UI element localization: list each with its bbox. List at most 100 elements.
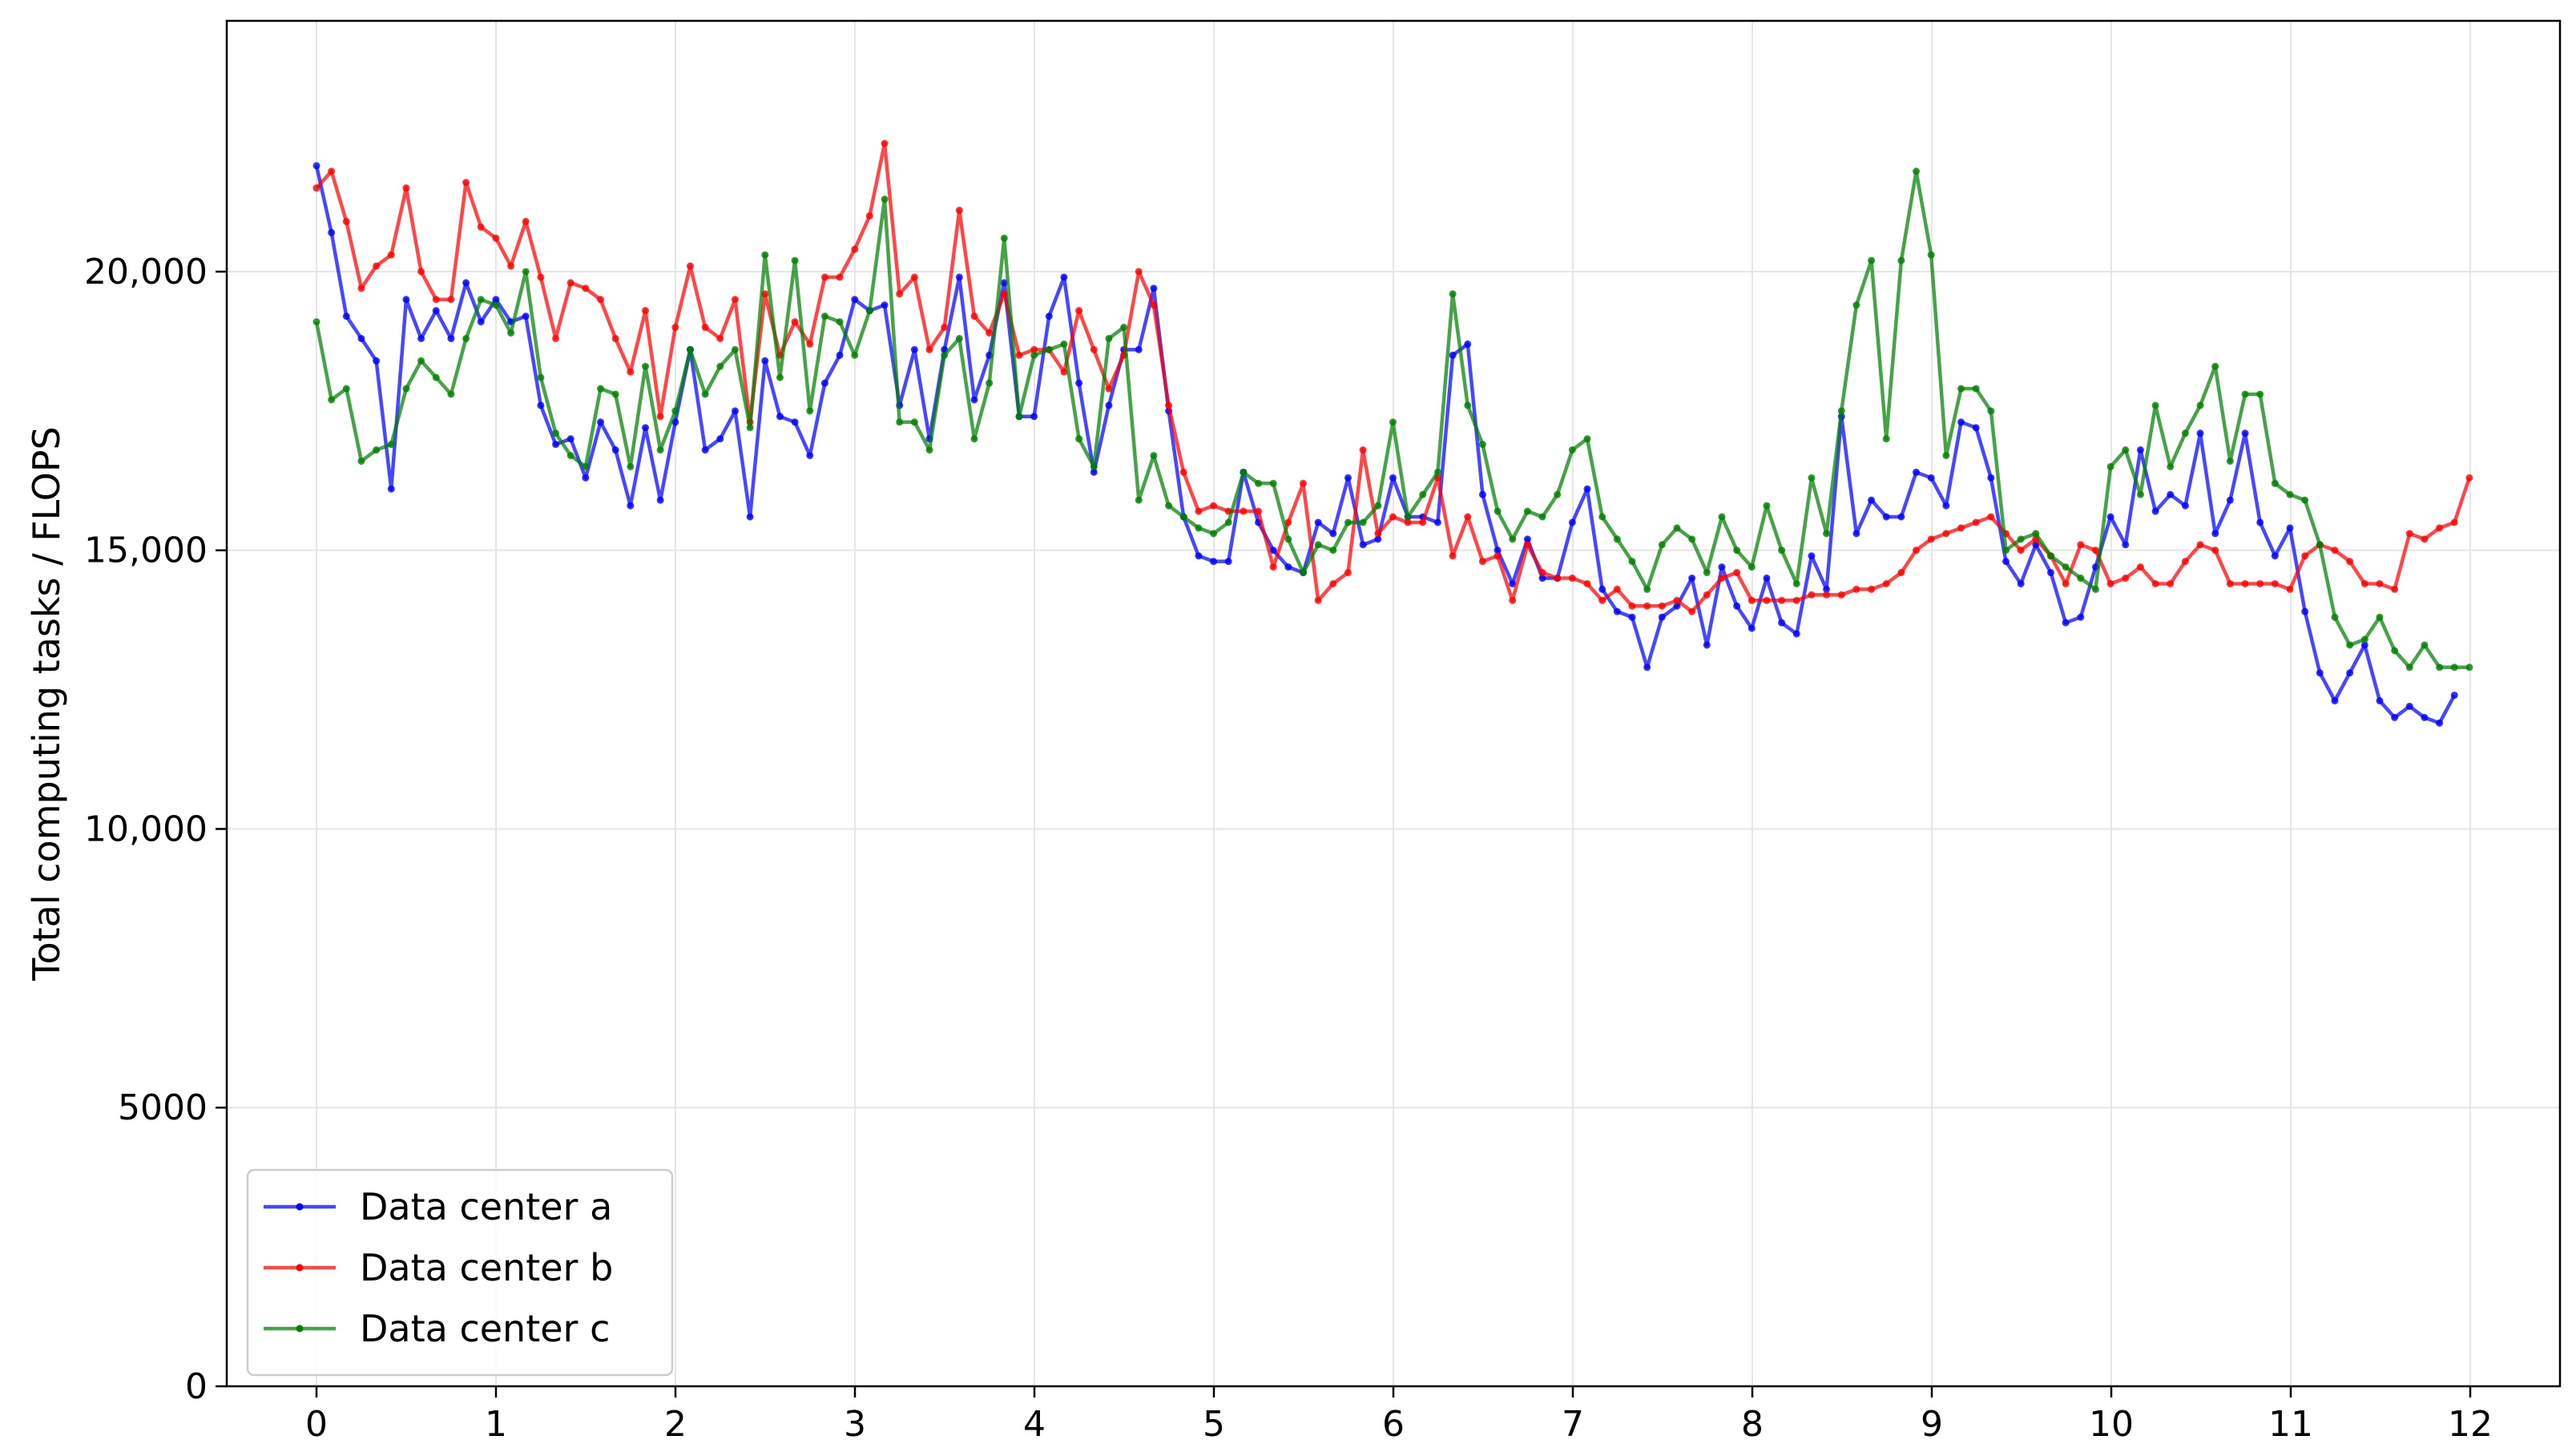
data-point: [1090, 462, 1098, 470]
data-point: [986, 329, 994, 337]
data-point: [2346, 641, 2354, 649]
data-point: [2077, 541, 2085, 549]
data-point: [2077, 613, 2085, 621]
data-point: [1030, 345, 1038, 353]
data-point: [2346, 669, 2354, 677]
data-point: [1150, 451, 1158, 459]
data-point: [432, 373, 440, 381]
data-point: [671, 324, 679, 332]
data-point: [1195, 507, 1203, 515]
data-point: [671, 407, 679, 415]
data-point: [2181, 502, 2189, 510]
data-point: [447, 390, 455, 398]
data-point: [1329, 547, 1337, 555]
data-point: [851, 245, 859, 253]
data-point: [1314, 596, 1322, 604]
data-point: [402, 184, 410, 192]
data-point: [881, 301, 889, 309]
data-point: [1150, 284, 1158, 292]
data-point: [1733, 569, 1741, 577]
data-point: [462, 334, 470, 342]
data-point: [2436, 524, 2444, 532]
data-point: [1673, 524, 1681, 532]
data-point: [1090, 345, 1098, 353]
data-point: [1090, 468, 1098, 476]
data-point: [2226, 457, 2234, 465]
data-point: [1269, 563, 1277, 571]
data-point: [1389, 474, 1397, 482]
data-point: [611, 334, 619, 342]
data-point: [2196, 541, 2204, 549]
data-point: [1628, 558, 1636, 566]
data-point: [746, 424, 754, 432]
data-point: [1852, 530, 1860, 538]
data-point: [1718, 575, 1726, 583]
data-point: [1464, 513, 1472, 521]
data-point: [2181, 430, 2189, 438]
data-point: [1808, 591, 1816, 599]
data-point: [1284, 518, 1292, 526]
data-point: [1957, 385, 1965, 393]
data-point: [2091, 585, 2099, 593]
data-point: [627, 368, 635, 376]
x-tick-label: 7: [1562, 1404, 1584, 1445]
data-point: [1598, 596, 1606, 604]
data-point: [357, 284, 365, 292]
data-point: [1210, 530, 1218, 538]
y-axis-ticks: 0 5000 10,000 15,000 20,000: [84, 252, 227, 1407]
data-point: [492, 234, 500, 242]
data-point: [731, 296, 739, 304]
data-point: [2002, 558, 2010, 566]
data-point: [2346, 558, 2354, 566]
data-point: [642, 424, 650, 432]
data-point: [1913, 468, 1921, 476]
data-point: [2421, 641, 2429, 649]
x-tick-label: 12: [2448, 1404, 2493, 1445]
data-point: [492, 301, 500, 309]
data-point: [806, 340, 814, 348]
data-point: [2196, 401, 2204, 409]
data-point: [656, 413, 664, 421]
data-point: [537, 401, 545, 409]
data-point: [1763, 575, 1771, 583]
data-point: [2211, 362, 2219, 370]
x-tick-label: 0: [305, 1404, 328, 1445]
y-axis-title: Total computing tasks / FLOPS: [25, 426, 68, 982]
data-point: [522, 313, 530, 321]
data-point: [941, 351, 949, 359]
data-point: [566, 279, 574, 287]
data-point: [2465, 663, 2473, 672]
data-point: [1927, 251, 1935, 259]
data-point: [2271, 479, 2279, 487]
data-point: [2256, 579, 2264, 587]
data-point: [2436, 719, 2444, 727]
data-point: [2286, 585, 2294, 593]
legend-box: [246, 1168, 674, 1377]
data-point: [1748, 596, 1756, 604]
x-tick-label: 8: [1741, 1404, 1764, 1445]
data-point: [1105, 401, 1113, 409]
data-point: [1868, 256, 1876, 264]
legend-entry: Data center c: [264, 1307, 610, 1350]
data-point: [1359, 446, 1367, 454]
data-point: [2360, 579, 2368, 587]
data-point: [2421, 713, 2429, 721]
data-point: [1240, 507, 1248, 515]
data-point: [387, 441, 395, 449]
data-point: [387, 251, 395, 259]
data-point: [477, 296, 485, 304]
data-point: [1000, 290, 1008, 298]
data-point: [1060, 340, 1068, 348]
data-point: [2017, 535, 2025, 543]
data-point: [2360, 635, 2368, 643]
data-point: [701, 324, 709, 332]
data-point: [627, 462, 635, 470]
data-point: [836, 273, 844, 281]
data-point: [1733, 602, 1741, 610]
data-point: [2046, 569, 2054, 577]
data-point: [1464, 340, 1472, 348]
data-point: [2211, 547, 2219, 555]
data-point: [507, 262, 515, 270]
data-point: [1897, 569, 1905, 577]
data-point: [2167, 462, 2175, 470]
